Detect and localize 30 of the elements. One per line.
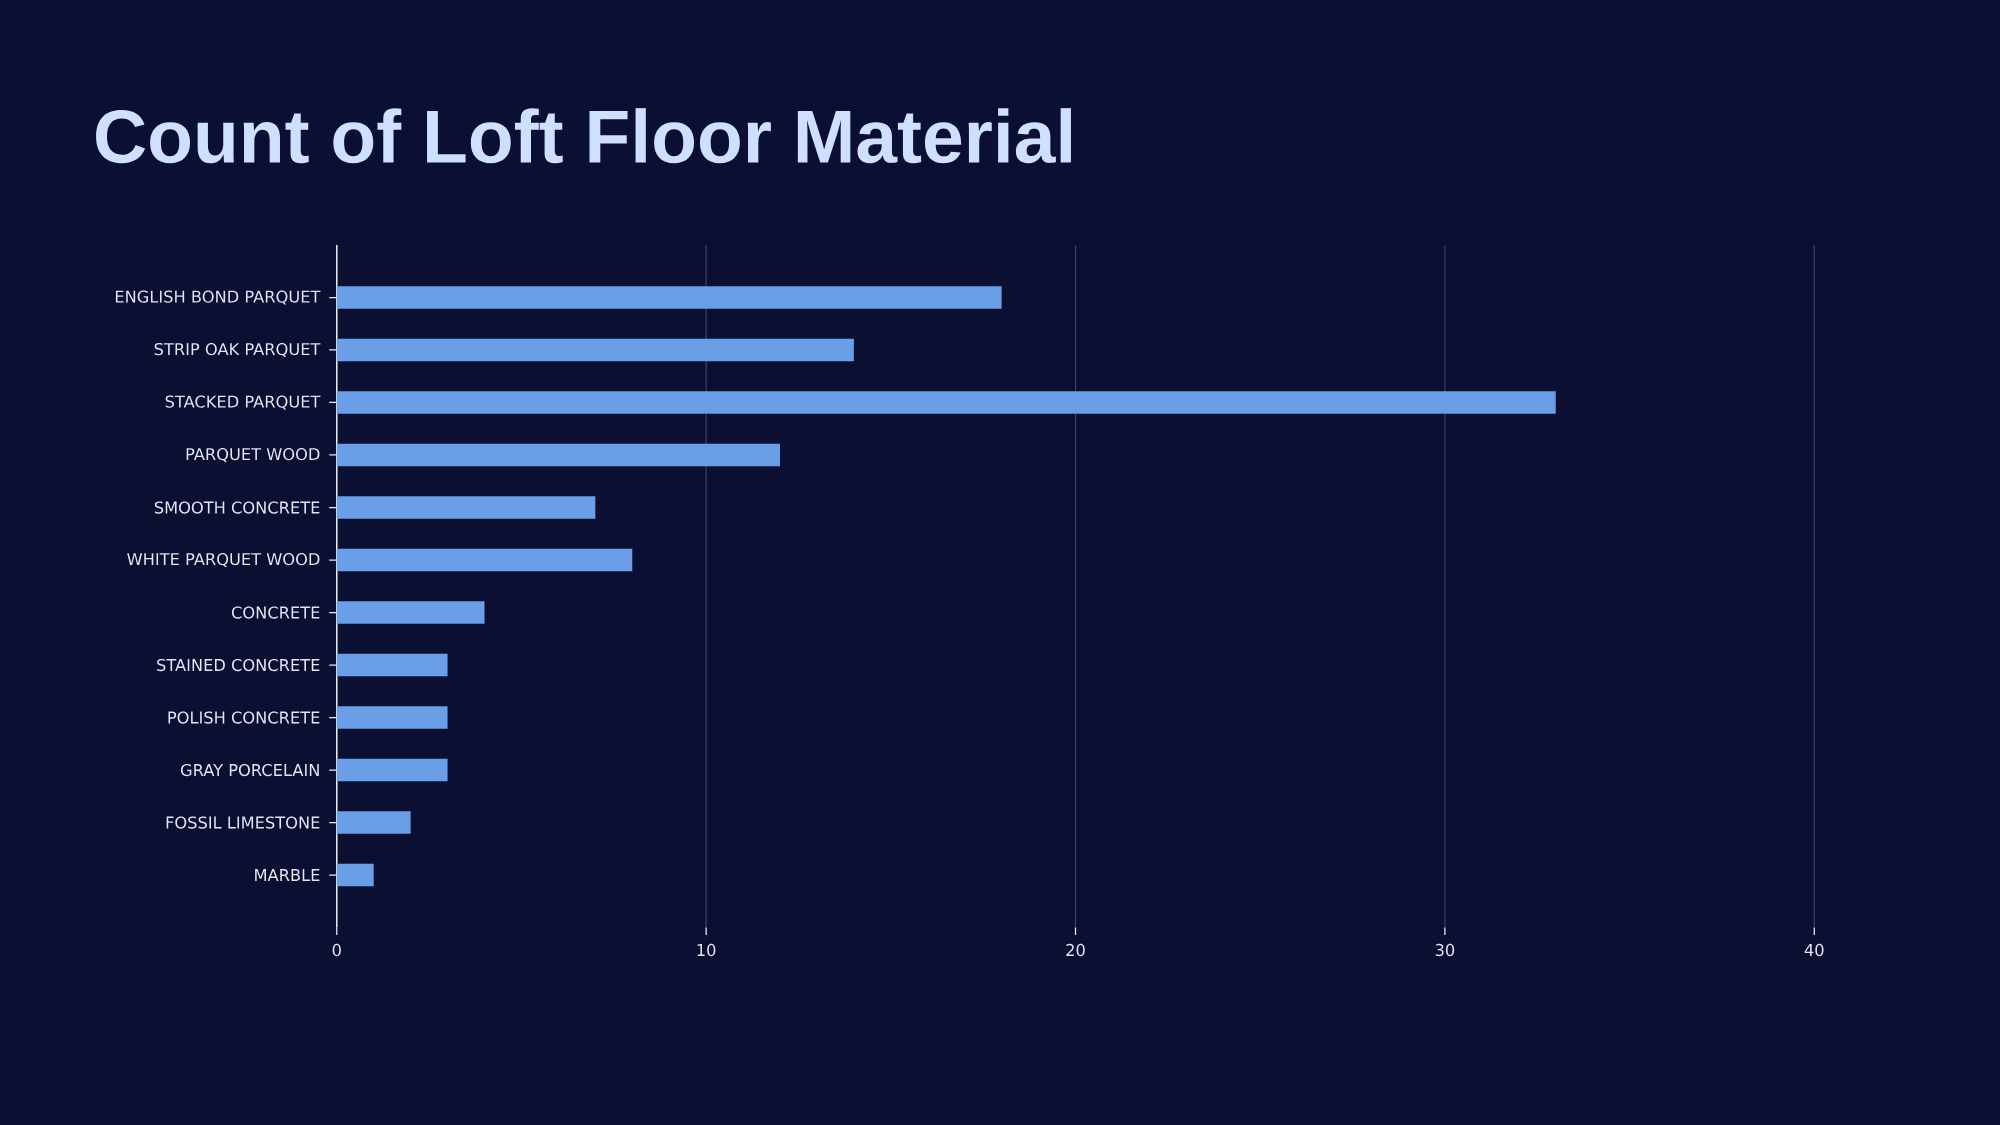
y-tick-label: MARBLE <box>255 869 320 881</box>
bar <box>336 286 1002 309</box>
bar <box>336 653 448 677</box>
x-tick-label: 10 <box>697 943 716 957</box>
bar <box>336 338 854 362</box>
bar <box>336 706 448 729</box>
y-tick-label: GRAY PORCELAIN <box>180 763 319 777</box>
bar <box>336 496 596 519</box>
x-tick-label: 40 <box>1804 943 1824 957</box>
x-tick-label: 20 <box>1066 943 1085 957</box>
y-tick-label: PARQUET WOOD <box>186 447 320 463</box>
bar <box>336 758 448 782</box>
y-tick-label: STRIP OAK PARQUET <box>154 342 321 358</box>
y-tick-label: ENGLISH BOND PARQUET <box>115 290 321 305</box>
bar <box>336 443 781 467</box>
y-tick-label: CONCRETE <box>231 606 320 619</box>
chart-title: Count of Loft Floor Material <box>96 108 1071 164</box>
bar <box>336 811 411 834</box>
bar <box>336 548 633 572</box>
bar <box>336 863 374 887</box>
y-tick-label: STACKED PARQUET <box>165 395 321 410</box>
x-tick-label: 0 <box>332 943 341 957</box>
y-tick-label: STAINED CONCRETE <box>157 658 320 672</box>
bar <box>336 391 1556 414</box>
y-tick-label: SMOOTH CONCRETE <box>154 501 320 514</box>
x-tick-label: 30 <box>1435 943 1455 957</box>
y-tick-label: POLISH CONCRETE <box>168 711 320 724</box>
y-tick-label: WHITE PARQUET WOOD <box>127 552 320 568</box>
y-tick-label: FOSSIL LIMESTONE <box>166 816 320 829</box>
bar <box>336 601 485 624</box>
